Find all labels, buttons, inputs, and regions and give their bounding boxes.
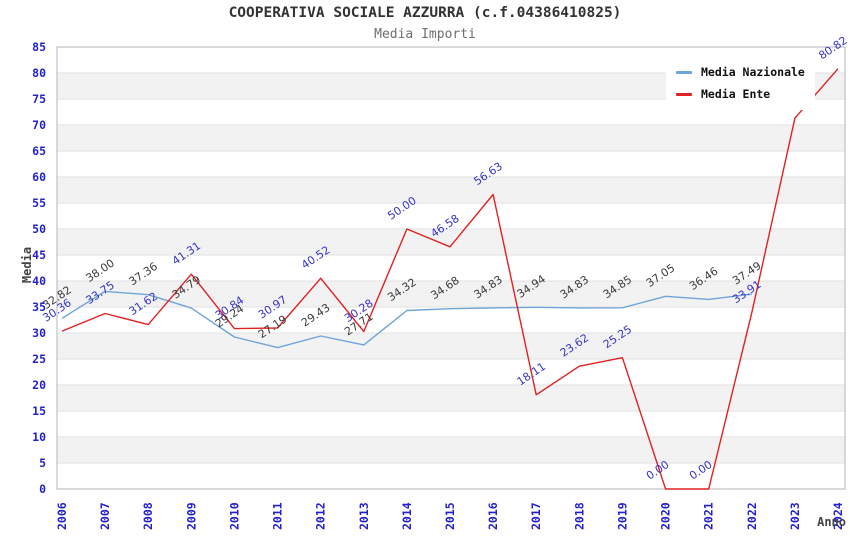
y-tick-label: 45 [32,248,46,262]
x-tick-label: 2024 [831,502,845,530]
y-tick-label: 25 [32,352,46,366]
x-axis-title: Anno [817,515,846,529]
x-tick-label: 2007 [98,502,112,530]
y-tick-label: 40 [32,274,46,288]
x-tick-label: 2016 [486,502,500,530]
y-tick-label: 55 [32,196,46,210]
x-tick-label: 2018 [572,502,586,530]
y-tick-label: 20 [32,378,46,392]
x-tick-label: 2015 [443,502,457,530]
plot-band [57,385,845,411]
x-tick-label: 2019 [615,502,629,530]
x-tick-label: 2021 [702,502,716,530]
y-tick-label: 5 [39,456,46,470]
legend: Media Nazionale Media Ente [666,56,815,110]
x-tick-label: 2012 [314,502,328,530]
y-tick-label: 15 [32,404,46,418]
y-tick-label: 80 [32,66,46,80]
plot-band [57,333,845,359]
y-axis-title: Media [20,246,34,284]
series-line-media-ente [61,68,839,490]
x-tick-label: 2006 [55,502,69,530]
x-tick-label: 2011 [271,502,285,530]
legend-label-media-nazionale: Media Nazionale [701,65,805,79]
legend-swatch-media-ente-icon [676,92,692,96]
plot-frame [56,46,846,490]
y-tick-label: 65 [32,144,46,158]
plot-band [57,437,845,463]
plot-band [57,229,845,255]
y-tick-label: 70 [32,118,46,132]
x-tick-label: 2017 [529,502,543,530]
x-tick-label: 2014 [400,502,414,530]
x-tick-label: 2023 [788,502,802,530]
legend-label-media-ente: Media Ente [701,87,771,101]
x-tick-label: 2013 [357,502,371,530]
y-tick-label: 35 [32,300,46,314]
y-tick-label: 0 [39,482,46,496]
y-tick-label: 10 [32,430,46,444]
x-tick-label: 2022 [745,502,759,530]
y-tick-label: 50 [32,222,46,236]
y-tick-label: 60 [32,170,46,184]
x-tick-label: 2009 [184,502,198,530]
series-line-media-nazionale [61,290,752,349]
data-label: 18.11 [515,360,548,388]
x-tick-label: 2010 [227,502,241,530]
plot-band [57,177,845,203]
chart-subtitle: Media Importi [374,27,476,42]
legend-item-media-ente: Media Ente [676,83,805,105]
legend-item-media-nazionale: Media Nazionale [676,61,805,83]
plot-band [57,125,845,151]
y-tick-label: 30 [32,326,46,340]
plot-band [57,281,845,307]
x-tick-label: 2008 [141,502,155,530]
y-tick-label: 75 [32,92,46,106]
legend-swatch-media-nazionale-icon [676,70,692,74]
y-tick-label: 85 [32,40,46,54]
chart-title: COOPERATIVA SOCIALE AZZURRA (c.f.0438641… [228,5,622,21]
x-tick-label: 2020 [659,502,673,530]
